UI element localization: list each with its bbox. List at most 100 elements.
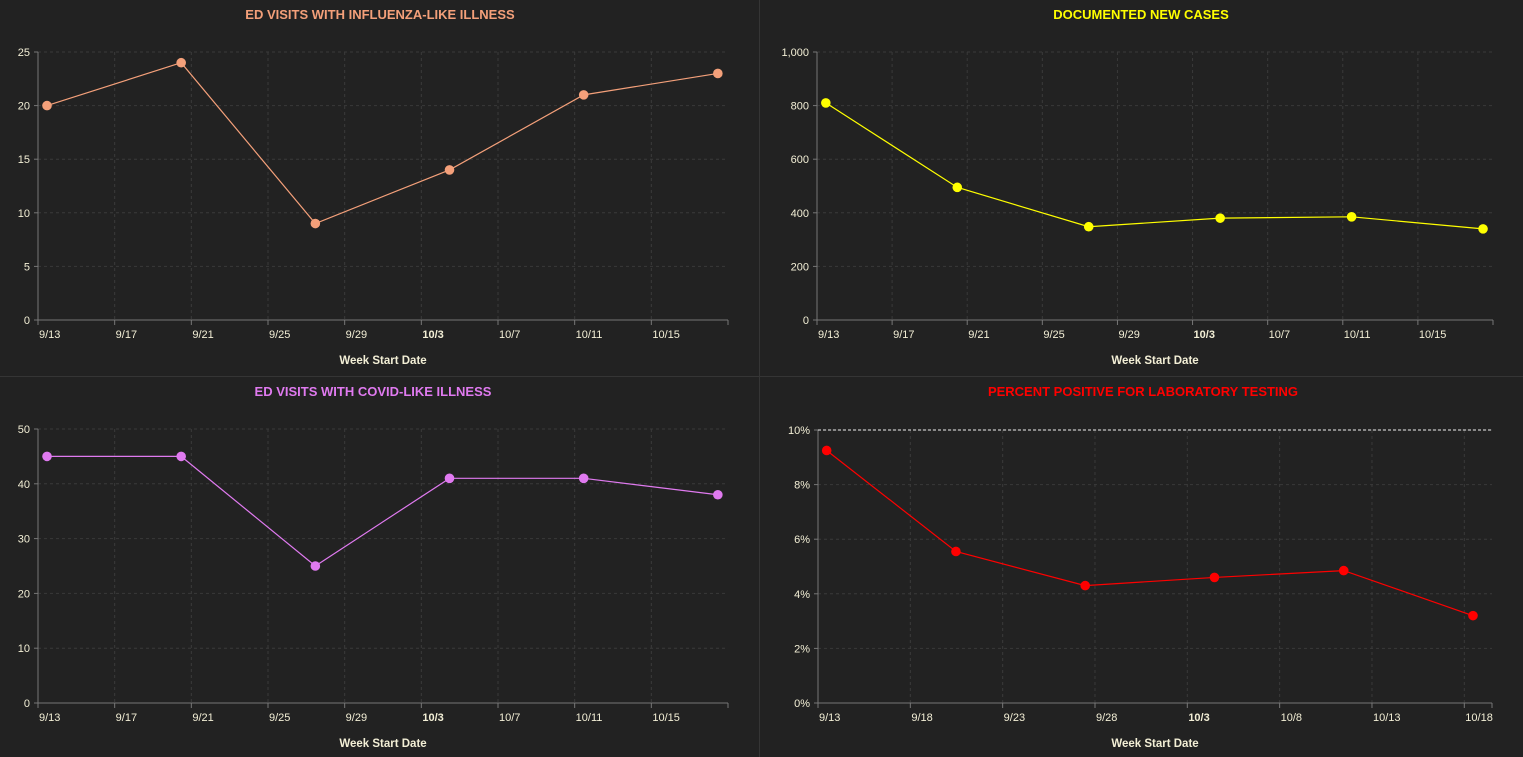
x-tick-label: 10/3 [1194, 329, 1215, 341]
x-tick-label: 10/11 [576, 329, 603, 341]
series-line [47, 455, 718, 567]
data-point [1215, 213, 1225, 223]
data-point [176, 57, 186, 68]
y-tick-label: 8% [794, 480, 810, 492]
data-point [951, 546, 961, 557]
x-axis-label: Week Start Date [339, 355, 426, 367]
data-point [713, 489, 723, 500]
data-point [1083, 221, 1094, 232]
data-point [1080, 580, 1090, 591]
x-tick-label: 10/8 [1281, 712, 1302, 724]
x-axis-label: Week Start Date [1111, 738, 1198, 750]
x-tick-label: 10/15 [652, 712, 680, 724]
y-tick-label: 0 [24, 698, 30, 710]
y-tick-label: 800 [791, 101, 809, 113]
x-tick-label: 9/13 [39, 329, 60, 341]
y-tick-label: 50 [18, 424, 30, 436]
chart-title: DOCUMENTED NEW CASES [1053, 7, 1229, 22]
y-tick-label: 15 [18, 154, 30, 166]
data-point [310, 218, 321, 229]
y-tick-label: 1,000 [781, 47, 809, 59]
x-tick-label: 9/29 [1118, 329, 1139, 341]
y-tick-label: 200 [791, 261, 809, 273]
x-tick-label: 9/13 [819, 712, 840, 724]
x-tick-label: 9/21 [192, 712, 213, 724]
chart-panel-4: PERCENT POSITIVE FOR LABORATORY TESTING 0… [788, 384, 1493, 750]
data-point [713, 68, 723, 79]
data-point [444, 165, 455, 175]
x-tick-label: 9/21 [968, 329, 989, 341]
data-point [1209, 572, 1220, 583]
y-tick-label: 40 [18, 479, 30, 491]
x-tick-label: 9/18 [911, 712, 932, 724]
data-point [310, 561, 321, 571]
x-tick-label: 10/11 [576, 712, 603, 724]
chart-title: PERCENT POSITIVE FOR LABORATORY TESTING [988, 384, 1298, 399]
y-tick-label: 2% [794, 643, 810, 655]
x-tick-label: 9/17 [116, 712, 137, 724]
data-point [176, 451, 186, 462]
x-tick-label: 9/29 [346, 329, 367, 341]
data-point [821, 445, 832, 456]
x-tick-label: 10/13 [1373, 712, 1401, 724]
data-point [42, 451, 52, 462]
y-tick-label: 400 [791, 208, 809, 220]
y-tick-label: 25 [18, 47, 30, 59]
chart-panel-1: ED VISITS WITH INFLUENZA-LIKE ILLNESS 0 5 1… [18, 7, 729, 367]
data-point [1468, 610, 1478, 621]
y-tick-label: 4% [794, 589, 810, 601]
data-point [444, 473, 455, 484]
x-tick-label: 9/25 [1043, 329, 1064, 341]
data-point [578, 90, 589, 100]
chart-panel-3: ED VISITS WITH COVID-LIKE ILLNESS 0 10 20 30… [18, 384, 729, 750]
y-tick-label: 6% [794, 534, 810, 546]
x-tick-label: 9/21 [192, 329, 213, 341]
y-tick-label: 600 [791, 154, 809, 166]
data-point [952, 182, 963, 193]
y-tick-label: 20 [18, 101, 30, 113]
y-tick-label: 10 [18, 208, 30, 220]
data-point [1478, 224, 1488, 234]
data-point [42, 100, 52, 111]
x-tick-label: 9/23 [1004, 712, 1025, 724]
x-tick-label: 9/17 [116, 329, 137, 341]
y-tick-label: 0 [24, 315, 30, 327]
x-tick-label: 9/29 [346, 712, 367, 724]
x-tick-label: 10/15 [1419, 329, 1447, 341]
x-tick-label: 10/3 [422, 712, 443, 724]
x-tick-label: 10/15 [652, 329, 680, 341]
x-tick-label: 9/25 [269, 712, 290, 724]
data-point [821, 98, 831, 108]
x-tick-label: 10/3 [422, 329, 443, 341]
x-tick-label: 9/28 [1096, 712, 1117, 724]
x-tick-label: 9/25 [269, 329, 290, 341]
series-line [46, 62, 718, 225]
data-point [1338, 565, 1349, 576]
x-tick-label: 9/13 [818, 329, 839, 341]
x-tick-label: 10/3 [1188, 712, 1209, 724]
x-tick-label: 10/7 [499, 329, 520, 341]
x-axis-label: Week Start Date [1111, 355, 1198, 367]
chart-panel-2: DOCUMENTED NEW CASES 0 200 400 600 800 1,000 9/… [781, 7, 1494, 367]
y-tick-label: 30 [18, 534, 30, 546]
y-tick-label: 10 [18, 643, 30, 655]
y-tick-label: 5 [24, 261, 30, 273]
x-tick-label: 9/17 [893, 329, 914, 341]
y-tick-label: 10% [788, 425, 810, 437]
x-axis-label: Week Start Date [339, 738, 426, 750]
y-tick-label: 0 [803, 315, 809, 327]
series-line [825, 102, 1484, 230]
y-tick-label: 0% [794, 698, 810, 710]
data-point [578, 473, 589, 484]
x-tick-label: 10/7 [1269, 329, 1290, 341]
y-tick-label: 20 [18, 588, 30, 600]
x-tick-label: 10/7 [499, 712, 520, 724]
chart-title: ED VISITS WITH COVID-LIKE ILLNESS [255, 384, 492, 399]
x-tick-label: 10/18 [1465, 712, 1493, 724]
x-tick-label: 9/13 [39, 712, 60, 724]
series-line [826, 450, 1474, 617]
data-point [1346, 212, 1357, 222]
chart-title: ED VISITS WITH INFLUENZA-LIKE ILLNESS [245, 7, 515, 22]
x-tick-label: 10/11 [1344, 329, 1371, 341]
